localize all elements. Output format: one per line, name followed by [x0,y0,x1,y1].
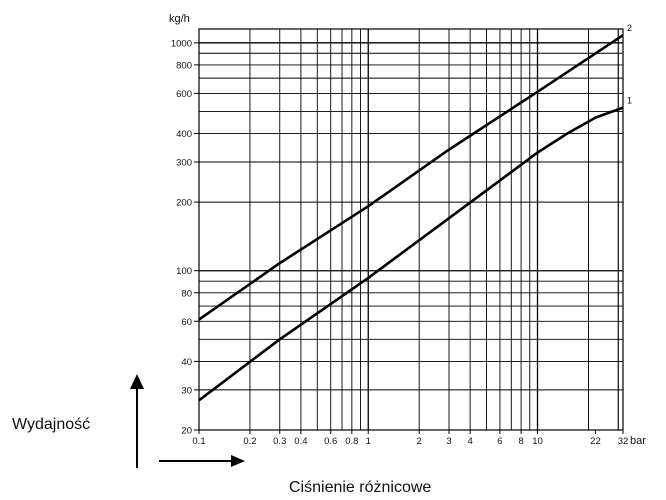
x-tick-label: 6 [497,436,502,447]
x-axis-title: Ciśnienie różnicowe [289,479,432,496]
x-tick-label: 0.2 [243,436,256,447]
x-tick-label: 22 [590,436,601,447]
y-tick-label: 30 [181,385,192,396]
y-axis-title: Wydajność [12,416,91,433]
x-tick-label: 8 [518,436,523,447]
tick-labels: 20 30 40 60 80 100 200 300 400 600 800 1000 0.1 0.2 0.… [171,38,628,447]
y-tick-label: 200 [176,198,192,209]
x-tick-label: 1 [366,436,371,447]
x-tick-label: 0.8 [345,436,358,447]
series-line-1 [198,106,624,402]
y-tick-label: 80 [181,288,192,299]
y-tick-label: 20 [181,426,192,437]
x-tick-label: 4 [468,436,473,447]
x-tick-label: 32 [618,436,629,447]
x-tick-label: 0.1 [192,436,205,447]
series-label-1: 1 [627,96,632,106]
y-tick-label: 600 [176,89,192,100]
y-tick-label: 400 [176,129,192,140]
y-tick-label: 100 [176,266,192,277]
curves: 21 [198,23,632,402]
x-direction-arrow [159,455,245,467]
y-tick-label: 1000 [171,38,192,49]
x-tick-label: 0.6 [324,436,337,447]
series-label-2: 2 [627,23,632,33]
y-direction-arrow [130,374,144,468]
x-unit-label: bar [630,435,646,447]
x-tick-label: 0.4 [294,436,307,447]
y-tick-label: 800 [176,60,192,71]
y-unit-label: kg/h [169,13,190,25]
grid [194,28,624,434]
plot-frame [198,28,624,431]
x-tick-label: 0.3 [273,436,286,447]
x-tick-label: 3 [446,436,451,447]
x-tick-label: 10 [532,436,543,447]
y-tick-label: 300 [176,157,192,168]
y-tick-label: 40 [181,357,192,368]
x-tick-label: 2 [417,436,422,447]
y-tick-label: 60 [181,317,192,328]
series-line-2 [198,34,624,321]
